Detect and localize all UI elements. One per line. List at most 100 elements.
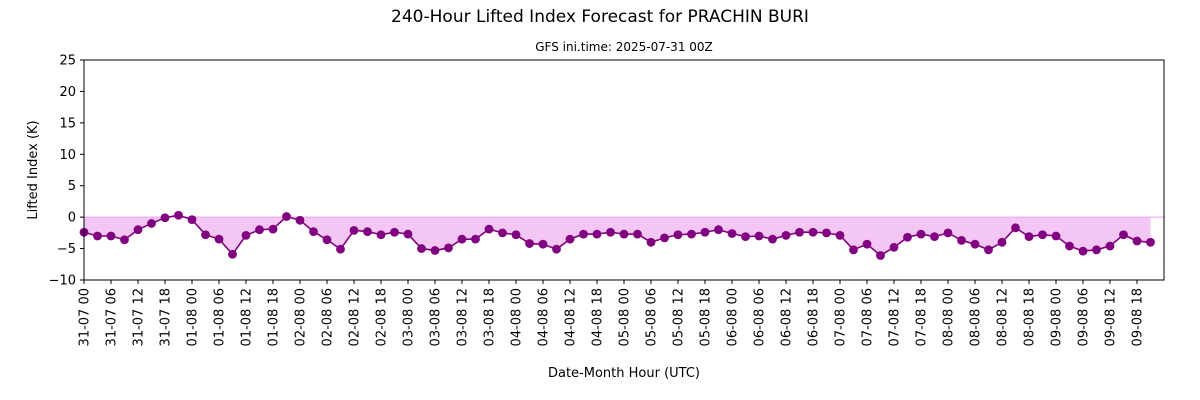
x-tick-label: 02-08 12 bbox=[348, 288, 363, 346]
data-point bbox=[1078, 246, 1088, 256]
data-point bbox=[255, 225, 264, 235]
data-point bbox=[498, 228, 507, 238]
x-tick-label: 04-08 00 bbox=[510, 288, 525, 346]
data-point bbox=[1105, 241, 1115, 251]
data-point bbox=[889, 242, 899, 252]
data-point bbox=[228, 249, 237, 259]
x-tick-label: 07-08 12 bbox=[888, 288, 903, 346]
x-tick-label: 01-08 18 bbox=[267, 288, 282, 346]
data-point bbox=[714, 225, 723, 235]
x-tick-label: 06-08 06 bbox=[753, 288, 768, 346]
data-point bbox=[457, 234, 467, 244]
data-point bbox=[957, 236, 966, 245]
data-point bbox=[187, 215, 197, 225]
y-tick-label: 15 bbox=[59, 116, 76, 131]
data-point bbox=[471, 234, 480, 244]
data-point bbox=[565, 234, 575, 244]
x-tick-label: 31-07 06 bbox=[105, 288, 120, 346]
y-tick-label: 20 bbox=[59, 85, 76, 100]
x-tick-label: 09-08 00 bbox=[1050, 288, 1065, 346]
data-point bbox=[822, 228, 831, 238]
x-tick-label: 06-08 12 bbox=[780, 288, 795, 346]
x-tick-label: 01-08 00 bbox=[186, 288, 201, 346]
x-tick-label: 05-08 12 bbox=[672, 288, 687, 346]
x-tick-label: 07-08 18 bbox=[915, 288, 930, 346]
data-point bbox=[1146, 237, 1155, 247]
data-point bbox=[241, 230, 251, 240]
x-tick-label: 03-08 12 bbox=[456, 288, 471, 346]
data-point bbox=[916, 229, 926, 239]
data-point bbox=[781, 230, 791, 240]
data-point bbox=[174, 210, 183, 220]
x-tick-label: 08-08 00 bbox=[942, 288, 957, 346]
data-point bbox=[106, 231, 116, 241]
data-point bbox=[336, 244, 345, 254]
x-axis-label: Date-Month Hour (UTC) bbox=[548, 366, 700, 381]
data-point bbox=[930, 232, 939, 242]
x-tick-label: 03-08 18 bbox=[483, 288, 498, 346]
data-point bbox=[120, 235, 129, 245]
x-tick-label: 09-08 06 bbox=[1077, 288, 1092, 346]
data-point bbox=[552, 244, 561, 254]
data-point bbox=[525, 239, 534, 248]
x-tick-label: 01-08 06 bbox=[213, 288, 228, 346]
data-point bbox=[687, 229, 696, 239]
x-tick-label: 04-08 18 bbox=[591, 288, 606, 346]
data-point bbox=[201, 230, 210, 240]
x-tick-label: 09-08 18 bbox=[1131, 288, 1146, 346]
data-point bbox=[1011, 223, 1020, 233]
data-point bbox=[633, 229, 642, 239]
data-point bbox=[997, 237, 1007, 247]
x-tick-label: 08-08 12 bbox=[996, 288, 1011, 346]
data-point bbox=[349, 225, 359, 235]
x-tick-label: 06-08 00 bbox=[726, 288, 741, 346]
data-point bbox=[727, 229, 737, 238]
data-point bbox=[538, 239, 548, 249]
data-point bbox=[160, 213, 170, 223]
y-tick-label: 0 bbox=[68, 211, 76, 226]
data-point bbox=[444, 243, 453, 253]
data-point bbox=[795, 227, 804, 237]
x-tick-label: 03-08 00 bbox=[402, 288, 417, 346]
data-point bbox=[363, 227, 372, 237]
x-tick-label: 08-08 18 bbox=[1023, 288, 1038, 346]
data-point bbox=[579, 229, 588, 239]
data-point bbox=[984, 245, 993, 255]
data-point bbox=[1024, 232, 1034, 242]
x-tick-label: 06-08 18 bbox=[807, 288, 822, 346]
chart-subtitle: GFS ini.time: 2025-07-31 00Z bbox=[535, 40, 713, 54]
data-point bbox=[700, 227, 710, 237]
data-point bbox=[876, 251, 885, 260]
x-tick-label: 02-08 06 bbox=[321, 288, 336, 346]
x-tick-label: 03-08 06 bbox=[429, 288, 444, 346]
x-tick-label: 05-08 18 bbox=[699, 288, 714, 346]
data-point bbox=[943, 228, 953, 238]
data-point bbox=[93, 231, 102, 241]
x-tick-label: 07-08 06 bbox=[861, 288, 876, 346]
x-tick-label: 07-08 00 bbox=[834, 288, 849, 346]
data-point bbox=[484, 224, 494, 234]
data-point bbox=[592, 229, 602, 239]
data-point bbox=[403, 229, 413, 239]
data-point bbox=[1092, 245, 1101, 255]
y-tick-label: 5 bbox=[68, 179, 76, 194]
data-point bbox=[606, 227, 615, 237]
x-tick-label: 08-08 06 bbox=[969, 288, 984, 346]
data-point bbox=[133, 225, 143, 235]
data-point bbox=[835, 230, 845, 240]
data-point bbox=[1051, 231, 1061, 241]
data-point bbox=[1038, 230, 1047, 240]
x-tick-label: 02-08 00 bbox=[294, 288, 309, 346]
y-tick-label: 25 bbox=[59, 54, 76, 69]
data-point bbox=[1119, 230, 1128, 240]
y-axis-label: Lifted Index (K) bbox=[26, 120, 41, 219]
data-point bbox=[295, 215, 305, 225]
data-point bbox=[268, 224, 278, 234]
y-tick-label: 10 bbox=[59, 148, 76, 163]
x-tick-label: 31-07 12 bbox=[132, 288, 147, 346]
x-tick-label: 31-07 00 bbox=[78, 288, 93, 346]
negative-fill-layer bbox=[84, 217, 1151, 256]
data-point bbox=[376, 230, 386, 240]
x-tick-label: 02-08 18 bbox=[375, 288, 390, 346]
